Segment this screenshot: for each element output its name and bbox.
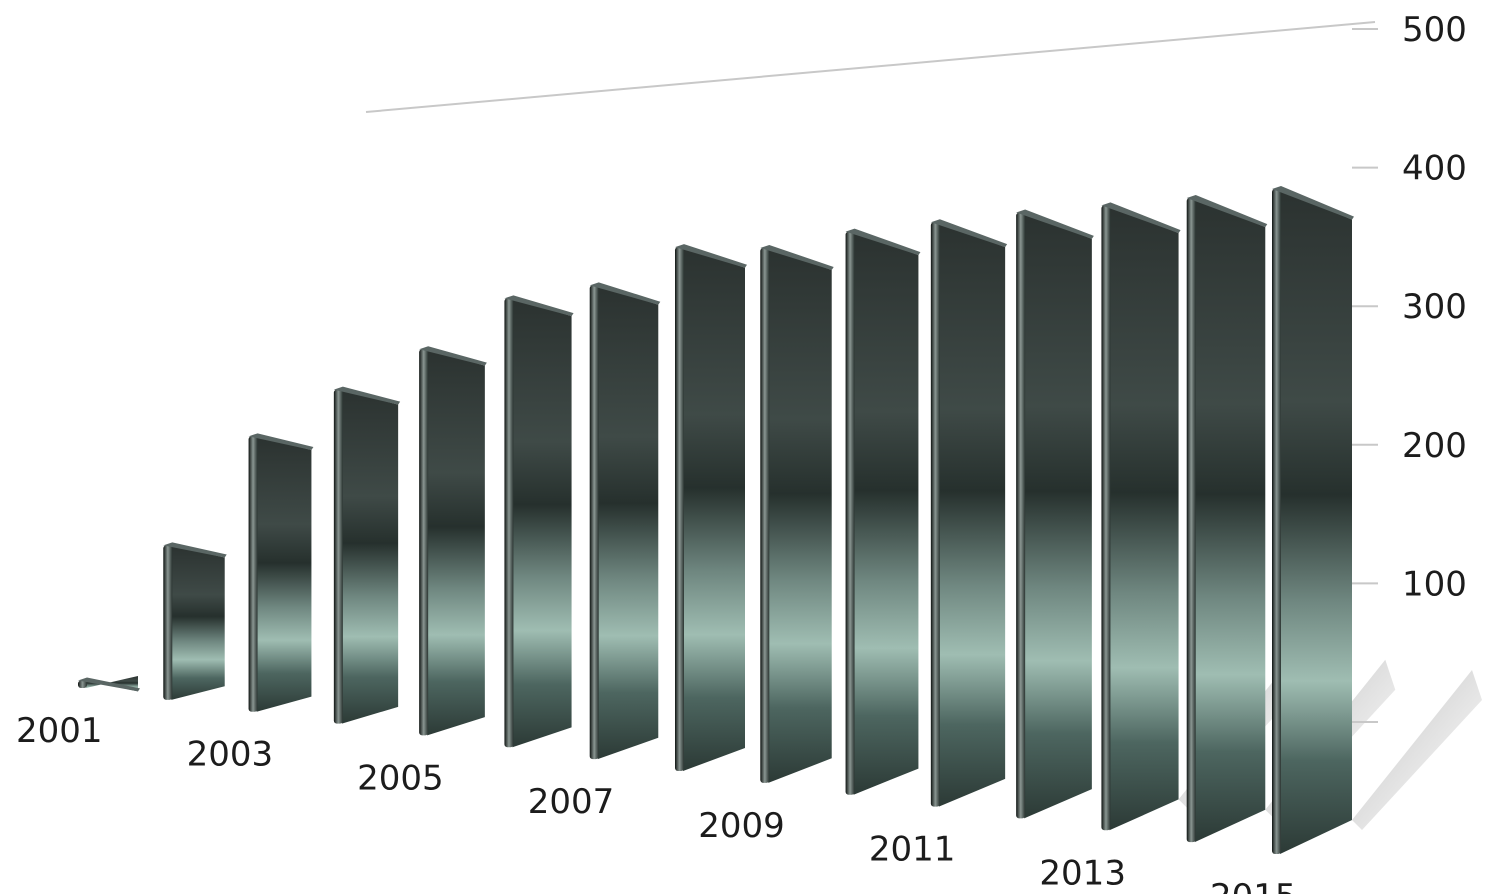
bar-2013 [1101, 202, 1181, 831]
y-axis-ticks: 100 200 300 400 500 [1352, 10, 1467, 723]
bar-face [768, 247, 832, 783]
bar-cap [1101, 202, 1181, 234]
bar-2003 [248, 433, 314, 712]
gridline-top [365, 21, 1376, 113]
bar-cap [78, 677, 140, 692]
bar-edge [78, 680, 87, 688]
x-tick-label: 2003 [187, 735, 274, 775]
bar-face [512, 298, 572, 748]
x-tick-label: 2011 [869, 830, 956, 870]
bar-face [1109, 205, 1179, 831]
bar-cap [1016, 209, 1094, 239]
bar-2012 [1016, 209, 1094, 819]
bar-edge [1101, 205, 1111, 831]
bar-face [1024, 212, 1092, 819]
bar-2014 [1186, 194, 1268, 843]
bar-cap [504, 295, 574, 317]
bar-cap [589, 282, 661, 305]
y-tick-label: 300 [1402, 287, 1467, 327]
bar-2010 [845, 228, 921, 795]
x-tick-label: 2007 [528, 782, 615, 822]
bar-edge [163, 545, 173, 700]
bar-cap [1186, 194, 1268, 228]
bar-cap [248, 433, 314, 450]
bar-face [597, 285, 659, 760]
x-axis-ticks: 2001 2003 2005 2007 2009 2011 2013 2015 [16, 711, 1297, 894]
bar-face [171, 545, 225, 700]
y-tick-label: 500 [1402, 10, 1467, 50]
x-tick-label: 2001 [16, 711, 103, 751]
bar-shadow [1352, 670, 1482, 830]
bar-2001 [78, 676, 140, 692]
bar-edge [845, 231, 855, 795]
bar-edge [1186, 197, 1196, 843]
bar-2008 [675, 244, 747, 771]
bar-face [1280, 189, 1352, 855]
bar-2007 [589, 282, 661, 760]
bar-2004 [333, 386, 401, 724]
x-tick-label: 2013 [1039, 853, 1126, 893]
y-tick-label: 100 [1402, 564, 1467, 604]
bar-edge [248, 436, 258, 712]
bar-face [341, 389, 399, 724]
bar-edge [930, 222, 940, 807]
bar-edge [675, 247, 684, 771]
bar-edge [760, 247, 770, 783]
bar-face [427, 349, 485, 736]
gridlines [365, 21, 1376, 113]
bar-cap [930, 219, 1008, 248]
bar-cap [675, 244, 747, 268]
bar-2009 [760, 244, 834, 783]
bar-edge [419, 349, 429, 736]
bar-edge [333, 389, 343, 724]
bar-face [853, 231, 919, 795]
bar-2015 [1272, 186, 1354, 855]
bar-edge [1272, 189, 1281, 855]
x-tick-label: 2009 [698, 806, 785, 846]
bar-2011 [930, 219, 1008, 807]
bar-cap [760, 244, 834, 271]
bar-2006 [504, 295, 574, 748]
bar-edge [1016, 212, 1026, 819]
bar-cap [333, 386, 401, 405]
x-tick-label: 2015 [1210, 877, 1297, 894]
bar-face [938, 222, 1006, 807]
bar-2005 [419, 346, 487, 736]
x-tick-label: 2005 [357, 758, 444, 798]
bar-cap [1272, 186, 1354, 220]
bar-edge [589, 285, 599, 760]
bar-cap [419, 346, 487, 366]
y-tick-label: 400 [1402, 149, 1467, 189]
bar-2002 [163, 542, 227, 700]
bar-face [683, 247, 745, 771]
bar-cap [845, 228, 921, 256]
bars [78, 186, 1354, 855]
bar-edge [504, 298, 514, 748]
bar-face [1194, 197, 1266, 843]
bar-face [256, 436, 312, 712]
y-tick-label: 200 [1402, 426, 1467, 466]
bar-cap [163, 542, 227, 558]
